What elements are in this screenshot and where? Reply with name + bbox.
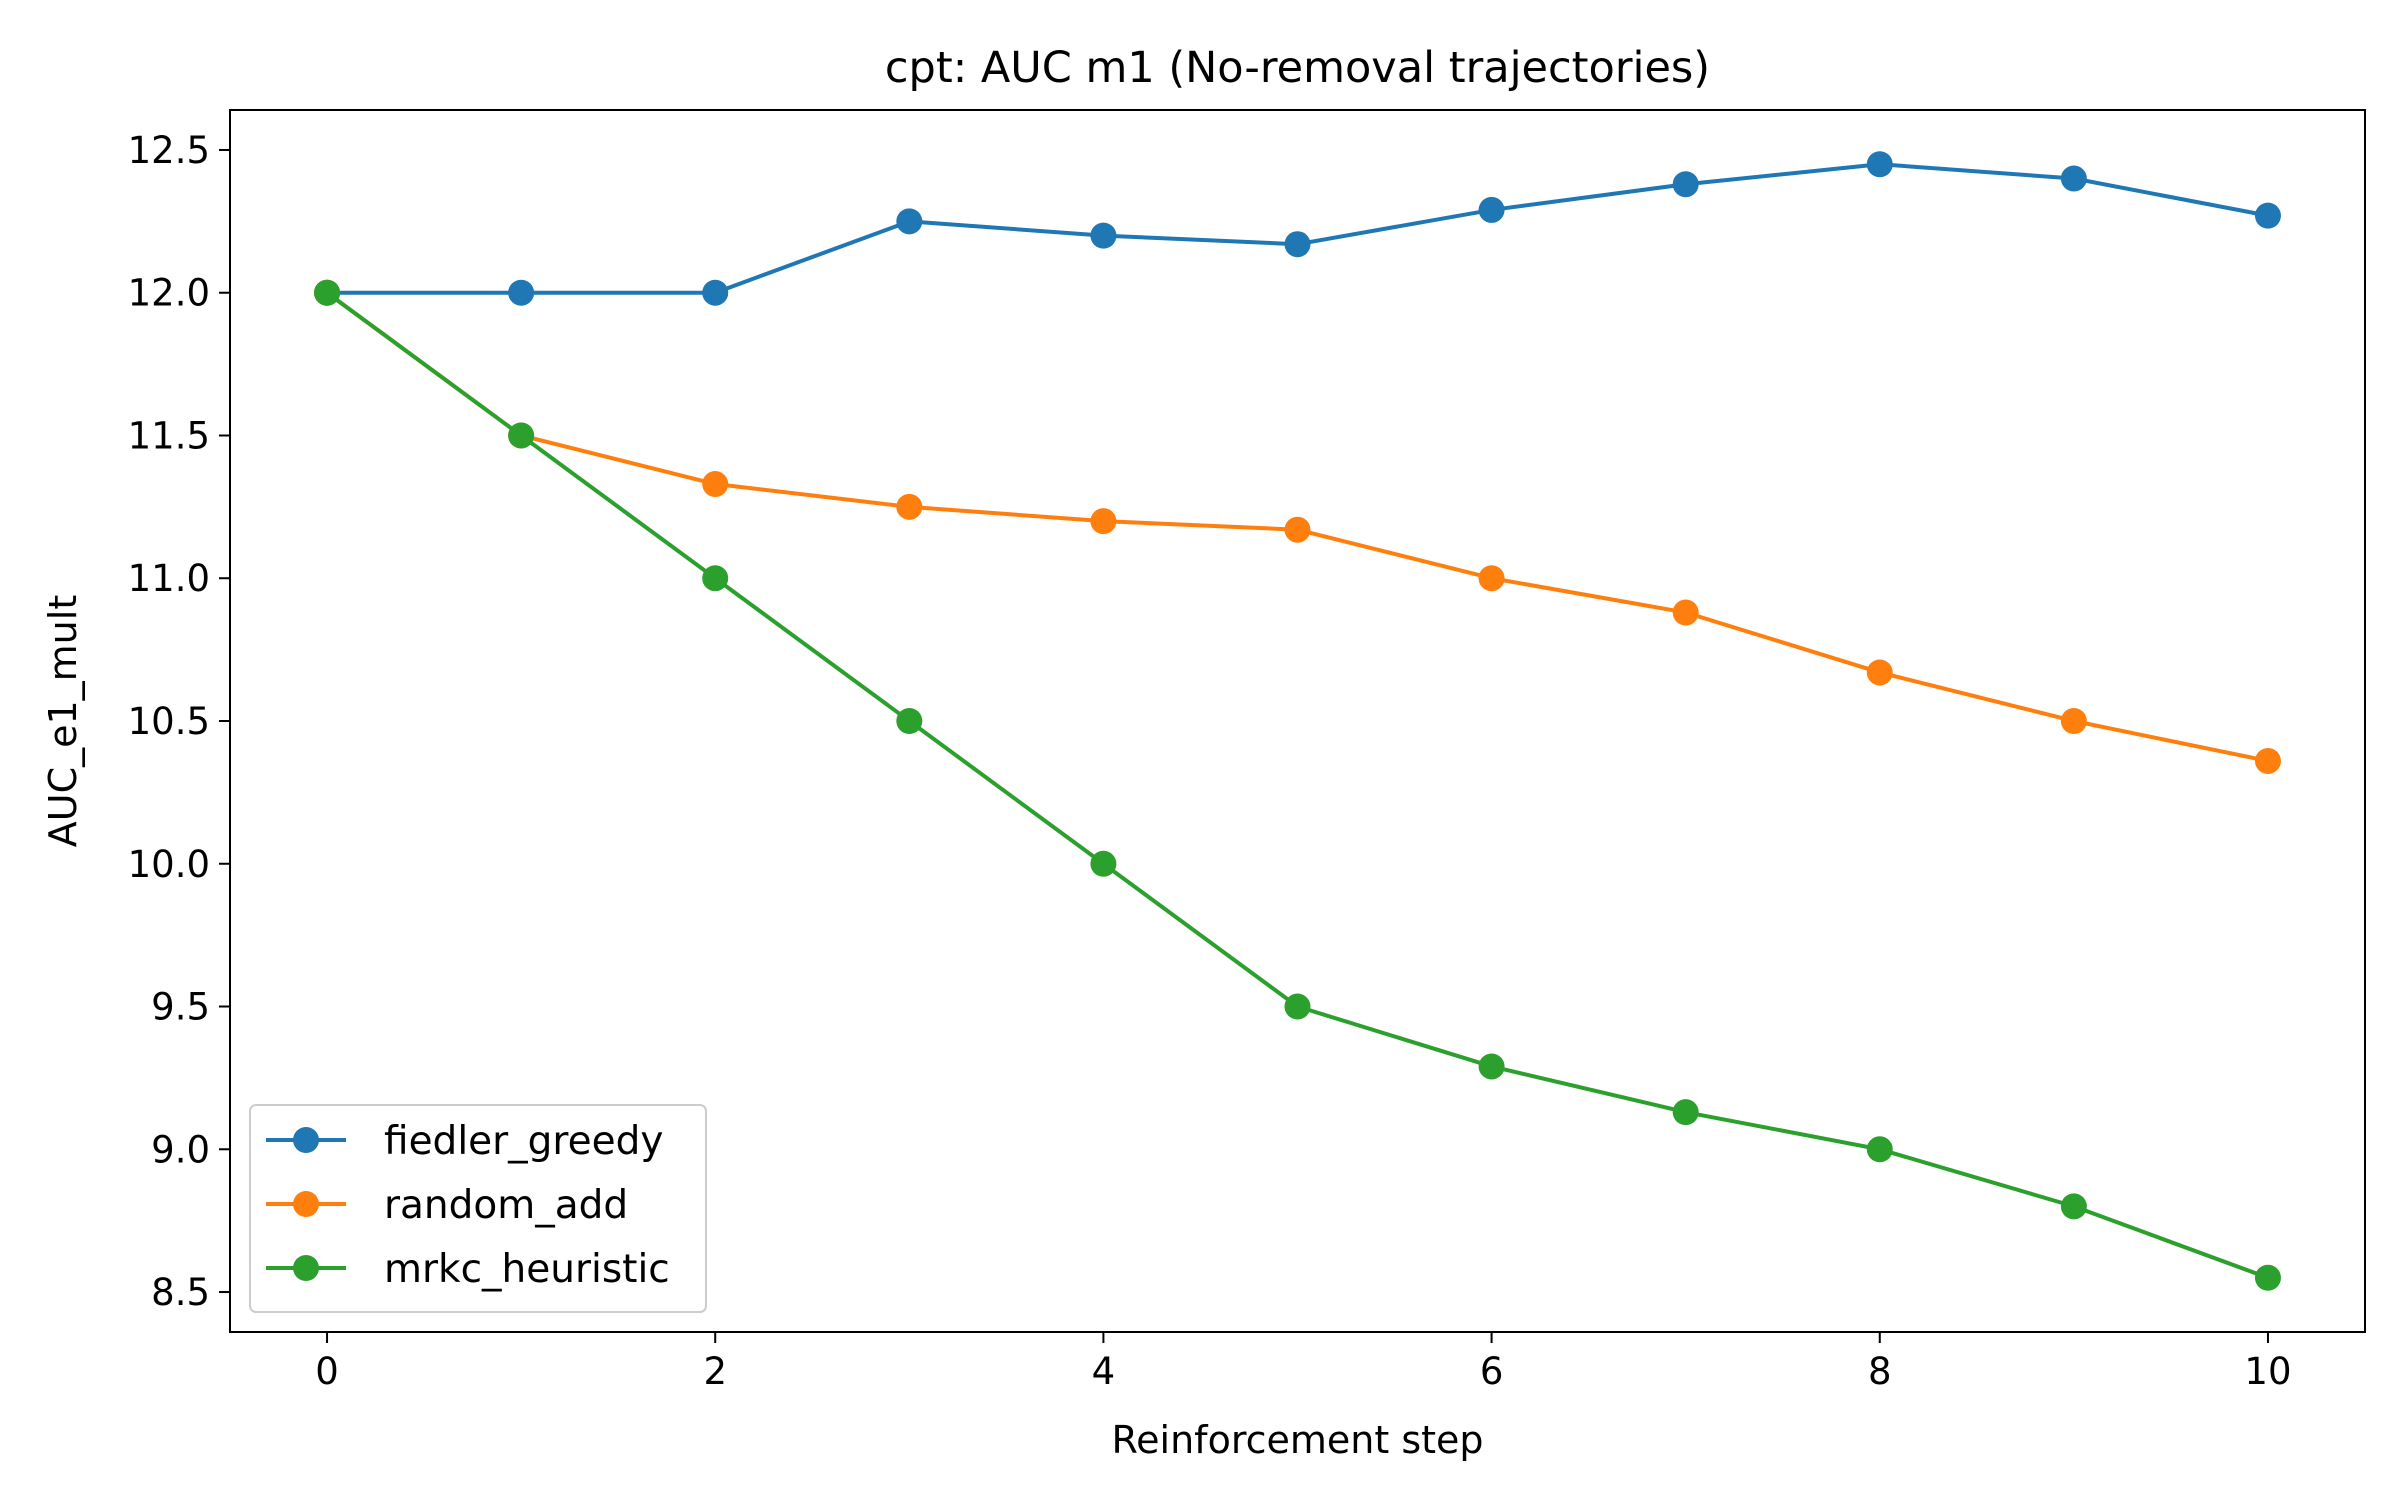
y-tick-label: 9.5: [151, 986, 210, 1029]
legend-swatch-marker: [293, 1255, 319, 1281]
legend-label: mrkc_heuristic: [384, 1247, 670, 1292]
data-point-random_add: [1672, 599, 1699, 626]
data-point-fiedler_greedy: [1866, 151, 1893, 178]
data-point-random_add: [1866, 659, 1893, 686]
data-point-mrkc_heuristic: [508, 422, 535, 449]
data-point-fiedler_greedy: [702, 279, 729, 306]
y-tick-label: 11.5: [128, 414, 210, 457]
data-point-mrkc_heuristic: [1284, 993, 1311, 1020]
data-point-mrkc_heuristic: [2254, 1264, 2281, 1291]
legend-item-fiedler_greedy: fiedler_greedy: [266, 1119, 663, 1164]
y-axis-label: AUC_e1_mult: [41, 595, 85, 847]
data-point-fiedler_greedy: [2060, 165, 2087, 192]
legend-swatch-marker: [293, 1127, 319, 1153]
data-point-random_add: [1284, 516, 1311, 543]
legend: fiedler_greedy random_add mrkc_heuristic: [249, 1104, 707, 1313]
legend-swatch-marker: [293, 1191, 319, 1217]
data-point-random_add: [2254, 747, 2281, 774]
x-tick-label: 10: [2244, 1350, 2291, 1393]
data-point-fiedler_greedy: [1090, 222, 1117, 249]
y-tick-label: 8.5: [151, 1271, 210, 1314]
y-axis-ticks: 8.5 9.0 9.5 10.0 10.5 11.0 11.5 12.0 12.5: [128, 129, 230, 1314]
data-point-random_add: [702, 471, 729, 498]
y-tick-label: 10.5: [128, 700, 210, 743]
legend-label: random_add: [384, 1183, 628, 1228]
data-point-fiedler_greedy: [1478, 196, 1505, 223]
data-point-mrkc_heuristic: [1478, 1053, 1505, 1080]
y-tick-label: 12.5: [128, 129, 210, 172]
x-tick-label: 4: [1092, 1350, 1116, 1393]
x-tick-label: 2: [703, 1350, 727, 1393]
legend-items: fiedler_greedy random_add mrkc_heuristic: [266, 1119, 670, 1292]
data-point-mrkc_heuristic: [1866, 1136, 1893, 1163]
data-point-fiedler_greedy: [1672, 171, 1699, 198]
data-point-mrkc_heuristic: [314, 279, 341, 306]
data-point-mrkc_heuristic: [896, 708, 923, 734]
y-tick-label: 12.0: [128, 272, 210, 315]
y-tick-label: 11.0: [128, 557, 210, 600]
data-point-fiedler_greedy: [1284, 231, 1311, 258]
series-mrkc_heuristic: [314, 279, 2281, 1291]
y-tick-label: 9.0: [151, 1128, 210, 1171]
series-layer: [314, 151, 2281, 1291]
data-point-random_add: [2060, 708, 2087, 734]
x-tick-label: 0: [315, 1350, 339, 1393]
x-tick-label: 6: [1480, 1350, 1504, 1393]
data-point-random_add: [896, 493, 923, 520]
x-tick-label: 8: [1868, 1350, 1892, 1393]
y-tick-label: 10.0: [128, 843, 210, 886]
legend-label: fiedler_greedy: [384, 1119, 663, 1164]
legend-item-mrkc_heuristic: mrkc_heuristic: [266, 1247, 670, 1292]
data-point-mrkc_heuristic: [2060, 1193, 2087, 1220]
data-point-fiedler_greedy: [508, 279, 535, 306]
legend-box: [249, 1104, 707, 1313]
plot-frame: [229, 109, 2366, 1333]
series-random_add: [314, 279, 2281, 774]
data-point-mrkc_heuristic: [1672, 1099, 1699, 1126]
data-point-random_add: [1090, 508, 1117, 535]
data-point-mrkc_heuristic: [702, 565, 729, 592]
data-point-random_add: [1478, 565, 1505, 592]
chart-title: cpt: AUC m1 (No-removal trajectories): [885, 43, 1710, 93]
data-point-fiedler_greedy: [2254, 202, 2281, 229]
data-point-mrkc_heuristic: [1090, 850, 1117, 877]
legend-item-random_add: random_add: [266, 1183, 628, 1228]
x-axis-label: Reinforcement step: [1111, 1418, 1483, 1462]
data-point-fiedler_greedy: [896, 208, 923, 235]
x-axis-ticks: 0 2 4 6 8 10: [315, 1332, 2292, 1393]
